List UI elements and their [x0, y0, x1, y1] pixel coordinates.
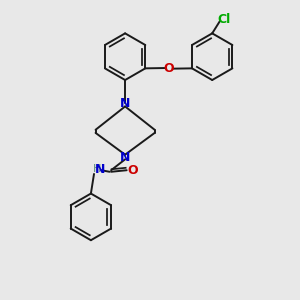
- Text: N: N: [95, 163, 106, 176]
- Text: N: N: [120, 97, 130, 110]
- Text: O: O: [127, 164, 138, 177]
- Text: N: N: [120, 151, 130, 164]
- Text: O: O: [164, 62, 174, 75]
- Text: H: H: [93, 164, 101, 174]
- Text: Cl: Cl: [218, 13, 231, 26]
